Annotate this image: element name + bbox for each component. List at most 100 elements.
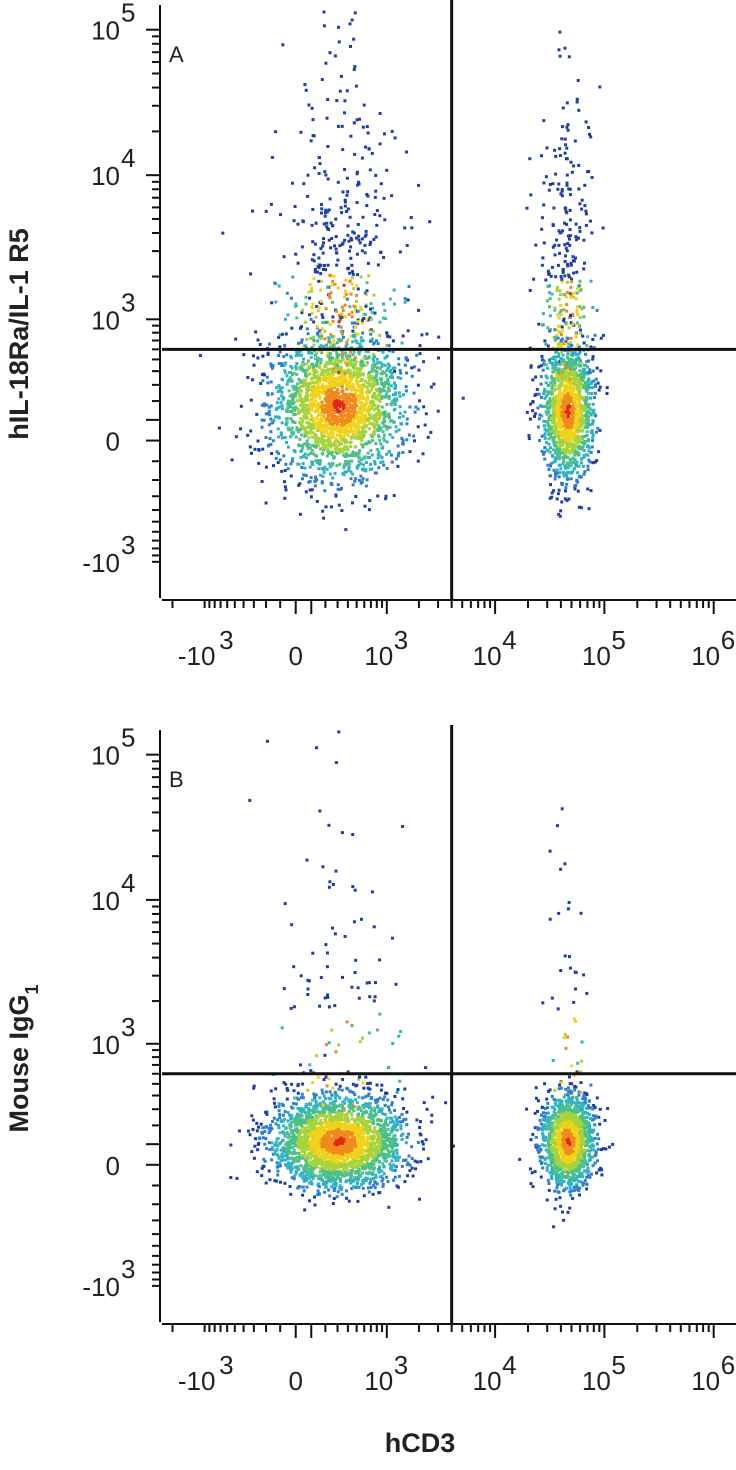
scatter-point bbox=[322, 24, 326, 28]
scatter-point bbox=[348, 279, 352, 283]
scatter-point bbox=[289, 402, 292, 405]
scatter-point bbox=[346, 386, 350, 390]
scatter-point bbox=[385, 403, 389, 406]
scatter-point bbox=[386, 377, 390, 381]
scatter-point bbox=[342, 438, 346, 442]
scatter-point bbox=[564, 254, 567, 258]
scatter-point bbox=[589, 279, 593, 283]
scatter-point bbox=[311, 1146, 315, 1150]
scatter-point bbox=[339, 325, 343, 329]
scatter-point bbox=[307, 410, 311, 414]
scatter-point bbox=[332, 395, 335, 398]
scatter-point bbox=[564, 431, 568, 435]
scatter-point bbox=[587, 507, 591, 511]
scatter-point bbox=[327, 438, 331, 441]
scatter-point bbox=[310, 403, 314, 407]
scatter-point bbox=[367, 274, 371, 278]
scatter-point bbox=[313, 445, 317, 448]
scatter-point bbox=[589, 489, 593, 493]
scatter-point bbox=[555, 396, 559, 400]
scatter-point bbox=[277, 451, 280, 455]
scatter-point bbox=[292, 219, 296, 223]
scatter-point bbox=[564, 378, 568, 382]
scatter-point bbox=[257, 461, 261, 465]
scatter-point bbox=[323, 1053, 327, 1057]
scatter-point bbox=[350, 321, 354, 325]
scatter-point bbox=[571, 322, 575, 326]
scatter-point bbox=[343, 99, 347, 103]
scatter-point bbox=[365, 390, 368, 394]
scatter-point bbox=[308, 480, 312, 483]
scatter-point bbox=[344, 361, 347, 365]
scatter-point bbox=[569, 442, 573, 446]
scatter-point bbox=[359, 437, 363, 441]
scatter-point bbox=[312, 388, 316, 392]
scatter-point bbox=[364, 430, 368, 433]
scatter-point bbox=[304, 407, 308, 410]
scatter-point bbox=[381, 350, 385, 354]
scatter-point bbox=[543, 424, 547, 428]
scatter-point bbox=[359, 442, 363, 446]
scatter-point bbox=[313, 386, 317, 390]
scatter-point bbox=[543, 387, 547, 391]
scatter-point bbox=[578, 279, 582, 283]
scatter-point bbox=[272, 418, 276, 422]
scatter-point bbox=[337, 25, 340, 29]
scatter-point bbox=[285, 1164, 289, 1168]
scatter-point bbox=[590, 231, 594, 235]
scatter-point bbox=[378, 320, 382, 324]
scatter-point bbox=[348, 384, 352, 388]
scatter-point bbox=[573, 139, 577, 143]
scatter-point bbox=[567, 381, 571, 385]
scatter-point bbox=[551, 404, 555, 407]
scatter-point bbox=[300, 466, 304, 469]
scatter-point bbox=[295, 428, 299, 432]
scatter-point bbox=[363, 251, 367, 255]
scatter-point bbox=[313, 270, 317, 274]
scatter-point bbox=[571, 421, 575, 425]
scatter-point bbox=[369, 449, 373, 453]
scatter-point bbox=[545, 441, 548, 445]
scatter-point bbox=[299, 384, 303, 388]
scatter-point bbox=[331, 356, 335, 360]
scatter-point bbox=[340, 423, 344, 427]
scatter-point bbox=[349, 256, 353, 260]
scatter-point bbox=[422, 360, 426, 364]
scatter-point bbox=[560, 392, 564, 396]
scatter-point bbox=[318, 380, 322, 384]
scatter-point bbox=[551, 380, 555, 384]
scatter-point bbox=[326, 406, 330, 410]
scatter-point bbox=[554, 448, 557, 452]
scatter-point bbox=[342, 283, 346, 287]
scatter-point bbox=[550, 387, 554, 390]
scatter-point bbox=[561, 106, 565, 110]
scatter-point bbox=[577, 163, 581, 167]
scatter-point bbox=[566, 241, 570, 245]
scatter-point bbox=[557, 512, 561, 516]
scatter-point bbox=[362, 317, 366, 320]
scatter-point bbox=[325, 404, 328, 408]
scatter-point bbox=[544, 374, 548, 378]
scatter-point bbox=[583, 204, 587, 208]
scatter-point bbox=[260, 425, 264, 429]
scatter-point bbox=[373, 1186, 377, 1190]
scatter-point bbox=[353, 432, 357, 436]
scatter-point bbox=[312, 375, 316, 379]
scatter-point bbox=[378, 361, 382, 364]
scatter-point bbox=[412, 365, 416, 369]
scatter-point bbox=[393, 302, 396, 306]
scatter-point bbox=[567, 342, 571, 346]
scatter-point bbox=[367, 1115, 371, 1119]
scatter-point bbox=[317, 1162, 321, 1165]
scatter-point bbox=[347, 373, 351, 377]
scatter-point bbox=[407, 433, 411, 437]
scatter-point bbox=[557, 445, 561, 449]
scatter-point bbox=[565, 366, 569, 370]
scatter-point bbox=[239, 427, 242, 431]
scatter-point bbox=[365, 289, 369, 293]
scatter-point bbox=[285, 1097, 289, 1101]
scatter-point bbox=[382, 411, 385, 415]
scatter-point bbox=[407, 285, 411, 288]
scatter-point bbox=[249, 429, 253, 433]
scatter-point bbox=[570, 449, 574, 453]
